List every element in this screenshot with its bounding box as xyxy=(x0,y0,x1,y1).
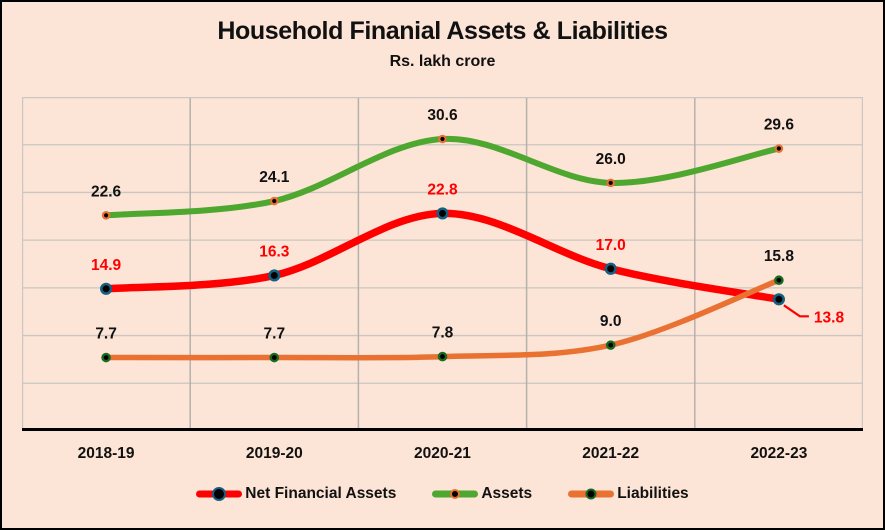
series-line xyxy=(102,209,783,304)
legend-item: Net Financial Assets xyxy=(196,485,396,503)
data-label: 22.8 xyxy=(427,181,458,198)
data-label: 22.6 xyxy=(91,183,122,200)
data-label: 9.0 xyxy=(600,313,622,330)
data-label: 14.9 xyxy=(91,257,122,274)
data-point-marker xyxy=(438,134,447,144)
chart-subtitle: Rs. lakh crore xyxy=(389,53,496,70)
data-point-marker xyxy=(269,352,280,363)
data-point-marker xyxy=(606,178,616,188)
data-point-marker xyxy=(772,293,786,306)
legend-marker-dot xyxy=(212,487,227,501)
data-point-marker xyxy=(604,262,617,275)
legend-line-marker-icon xyxy=(568,486,615,502)
legend-label: Liabilities xyxy=(617,485,689,502)
plot-area: 14.9 16.3 22.8 17.0 22.6 24.1 30.6 26.0 29.6 7.7 7… xyxy=(22,97,863,431)
data-point-marker xyxy=(268,269,281,282)
x-axis-label: 2020-21 xyxy=(414,445,471,462)
legend-item: Assets xyxy=(432,485,532,503)
data-point-marker xyxy=(774,144,784,153)
legend-marker-dot xyxy=(585,488,597,500)
callout-label: 13.8 xyxy=(814,309,845,326)
data-point-marker xyxy=(270,196,279,206)
data-label: 7.7 xyxy=(95,326,117,343)
x-axis-label: 2021-22 xyxy=(582,445,640,462)
x-axis-label: 2022-23 xyxy=(750,445,808,462)
data-label: 26.0 xyxy=(596,151,626,168)
legend-line-marker-icon xyxy=(432,486,479,502)
plot-border xyxy=(22,97,863,430)
data-label: 29.6 xyxy=(764,117,795,134)
data-label: 15.8 xyxy=(764,248,795,265)
callout-leader-line xyxy=(783,304,809,318)
x-axis-label: 2019-20 xyxy=(245,445,303,462)
data-label: 7.7 xyxy=(264,326,286,343)
chart-title: Household Finanial Assets & Liabilities xyxy=(217,17,668,45)
legend: Net Financial Assets Assets Liabilities xyxy=(2,485,883,503)
legend-label: Net Financial Assets xyxy=(245,485,397,502)
data-label: 30.6 xyxy=(427,107,458,124)
data-point-marker xyxy=(101,352,111,363)
legend-item: Liabilities xyxy=(568,485,689,503)
data-label: 24.1 xyxy=(259,169,290,186)
series-line xyxy=(103,135,782,219)
data-point-marker xyxy=(99,282,113,295)
x-axis-label: 2018-19 xyxy=(77,445,135,462)
plot-svg: 14.9 16.3 22.8 17.0 22.6 24.1 30.6 26.0 29.6 7.7 7… xyxy=(22,97,863,431)
data-label: 16.3 xyxy=(259,243,290,260)
data-point-marker xyxy=(437,351,448,362)
data-point-marker xyxy=(436,207,449,220)
legend-label: Assets xyxy=(481,485,533,502)
data-point-marker xyxy=(101,211,111,220)
legend-line-marker-icon xyxy=(196,486,243,502)
legend-marker-dot xyxy=(450,489,461,499)
series-line xyxy=(103,277,782,361)
data-point-marker xyxy=(605,340,616,350)
data-point-marker xyxy=(774,275,784,286)
data-label: 7.8 xyxy=(432,325,454,342)
data-label: 17.0 xyxy=(596,237,626,254)
